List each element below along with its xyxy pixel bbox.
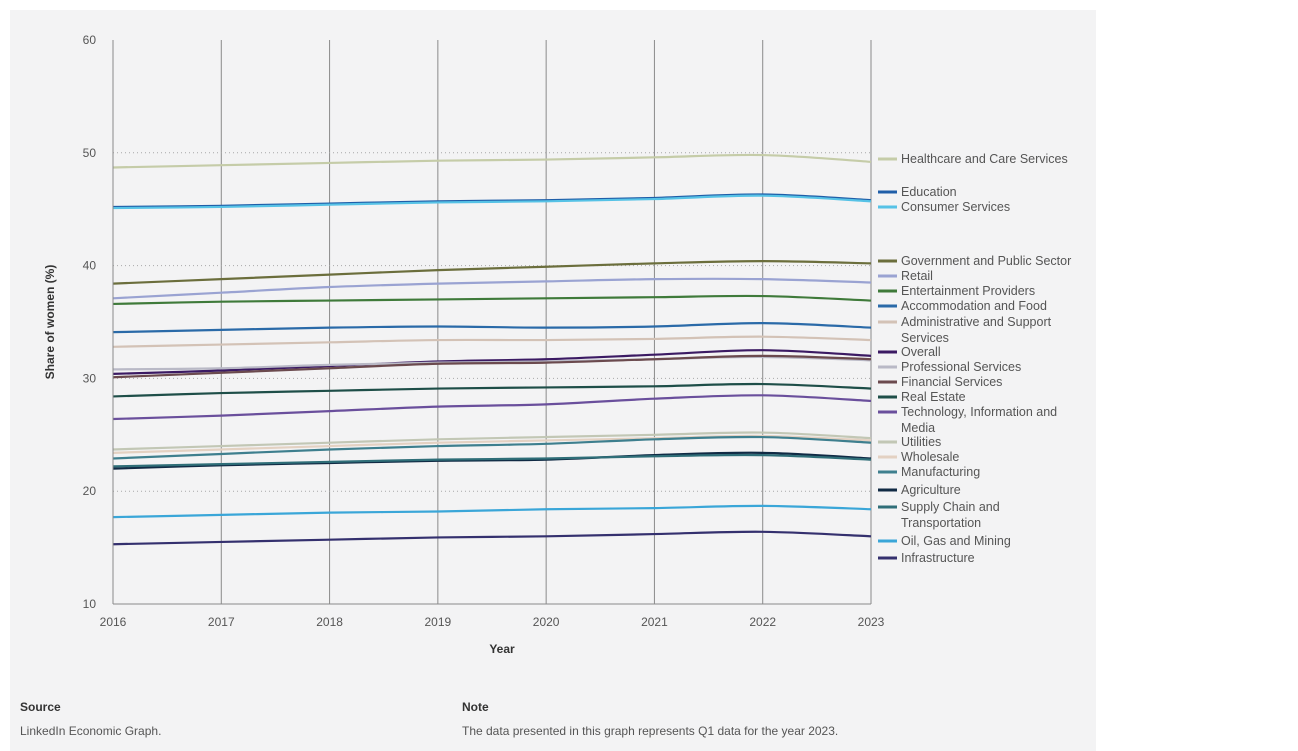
source-block: Source LinkedIn Economic Graph. xyxy=(20,700,161,738)
y-tick-label: 60 xyxy=(83,33,97,47)
legend-label: Entertainment Providers xyxy=(901,284,1035,298)
legend-label: Education xyxy=(901,185,957,199)
source-text: LinkedIn Economic Graph. xyxy=(20,724,162,738)
legend-entry-retail: Retail xyxy=(878,269,933,283)
x-axis-title: Year xyxy=(489,642,515,656)
legend-entry-government-and-public-sector: Government and Public Sector xyxy=(878,254,1071,268)
legend-label: Consumer Services xyxy=(901,200,1010,214)
legend-label: Infrastructure xyxy=(901,551,975,565)
legend-label: Overall xyxy=(901,345,941,359)
x-tick-label: 2021 xyxy=(641,615,668,629)
series-lines xyxy=(112,153,872,546)
x-tick-label: 2023 xyxy=(858,615,885,629)
y-tick-label: 50 xyxy=(83,146,97,160)
legend-label: Agriculture xyxy=(901,483,961,497)
series-line-administrative-and-support-services xyxy=(112,335,872,348)
legend-entry-consumer-services: Consumer Services xyxy=(878,200,1010,214)
series-line-consumer-services xyxy=(112,194,872,210)
legend-entry-manufacturing: Manufacturing xyxy=(878,465,980,479)
legend-entry-utilities: Utilities xyxy=(878,435,941,449)
y-tick-label: 40 xyxy=(83,259,97,273)
x-tick-label: 2017 xyxy=(208,615,235,629)
series-line-accommodation-and-food xyxy=(112,322,872,334)
legend-label: Oil, Gas and Mining xyxy=(901,534,1011,548)
source-title: Source xyxy=(20,700,61,714)
line-chart: 2016 2017 2018 2019 2020 2021 2022 2023 10 20 30 40… xyxy=(43,33,1071,656)
legend-label: Professional Services xyxy=(901,360,1021,374)
y-tick-label: 30 xyxy=(83,371,97,385)
series-line-manufacturing xyxy=(112,435,872,460)
note-title: Note xyxy=(462,700,489,714)
grid xyxy=(112,40,872,604)
legend-entry-real-estate: Real Estate xyxy=(878,390,966,404)
chart-panel: 2016 2017 2018 2019 2020 2021 2022 2023 10 20 30 40… xyxy=(10,10,1096,751)
legend-entry-healthcare-and-care-services: Healthcare and Care Services xyxy=(878,152,1068,166)
series-line-financial-services xyxy=(112,354,872,379)
legend-entry-overall: Overall xyxy=(878,345,941,359)
legend-entry-supply-chain-and-transportation: Supply Chain and Transportation xyxy=(878,500,1000,530)
legend-entry-financial-services: Financial Services xyxy=(878,375,1002,389)
x-tick-label: 2018 xyxy=(316,615,343,629)
legend-entry-administrative-and-support-services: Administrative and Support Services xyxy=(878,315,1052,345)
axes: 2016 2017 2018 2019 2020 2021 2022 2023 10 20 30 40… xyxy=(43,33,885,656)
note-block: Note The data presented in this graph re… xyxy=(462,700,838,738)
legend-entry-wholesale: Wholesale xyxy=(878,450,959,464)
legend-label: Supply Chain and Transportation xyxy=(901,500,1000,530)
legend-entry-entertainment-providers: Entertainment Providers xyxy=(878,284,1035,298)
series-line-supply-chain-and-transportation xyxy=(112,453,872,468)
legend: Healthcare and Care Services EducationCon… xyxy=(878,152,1071,565)
note-text: The data presented in this graph represe… xyxy=(462,724,839,738)
legend-label: Financial Services xyxy=(901,375,1002,389)
series-line-healthcare-and-care-services xyxy=(112,153,872,169)
series-line-utilities xyxy=(112,431,872,451)
legend-entry-infrastructure: Infrastructure xyxy=(878,551,975,565)
legend-entry-agriculture: Agriculture xyxy=(878,483,961,497)
y-tick-label: 10 xyxy=(83,597,97,611)
series-line-entertainment-providers xyxy=(112,294,872,306)
x-tick-label: 2016 xyxy=(100,615,127,629)
legend-label: Healthcare and Care Services xyxy=(901,152,1068,166)
x-tick-label: 2019 xyxy=(425,615,452,629)
series-line-oil-gas-and-mining xyxy=(112,504,872,519)
legend-entry-professional-services: Professional Services xyxy=(878,360,1021,374)
legend-label: Retail xyxy=(901,269,933,283)
series-line-infrastructure xyxy=(112,530,872,546)
legend-entry-accommodation-and-food: Accommodation and Food xyxy=(878,299,1047,313)
legend-label: Technology, Information and Media xyxy=(901,405,1057,435)
series-line-overall xyxy=(112,349,872,375)
legend-entry-oil-gas-and-mining: Oil, Gas and Mining xyxy=(878,534,1011,548)
x-tick-label: 2022 xyxy=(749,615,776,629)
legend-entry-technology-information-and-media: Technology, Information and Media xyxy=(878,405,1057,435)
legend-label: Government and Public Sector xyxy=(901,254,1071,268)
legend-label: Accommodation and Food xyxy=(901,299,1047,313)
series-line-government-and-public-sector xyxy=(112,259,872,285)
legend-label: Real Estate xyxy=(901,390,966,404)
legend-label: Administrative and Support Services xyxy=(901,315,1052,345)
y-axis-title: Share of women (%) xyxy=(43,265,57,380)
legend-label: Wholesale xyxy=(901,450,959,464)
legend-label: Utilities xyxy=(901,435,941,449)
series-line-technology-information-and-media xyxy=(112,394,872,421)
y-tick-label: 20 xyxy=(83,484,97,498)
legend-entry-education: Education xyxy=(878,185,957,199)
x-tick-label: 2020 xyxy=(533,615,560,629)
legend-label: Manufacturing xyxy=(901,465,980,479)
series-line-real-estate xyxy=(112,382,872,398)
series-line-retail xyxy=(112,277,872,300)
